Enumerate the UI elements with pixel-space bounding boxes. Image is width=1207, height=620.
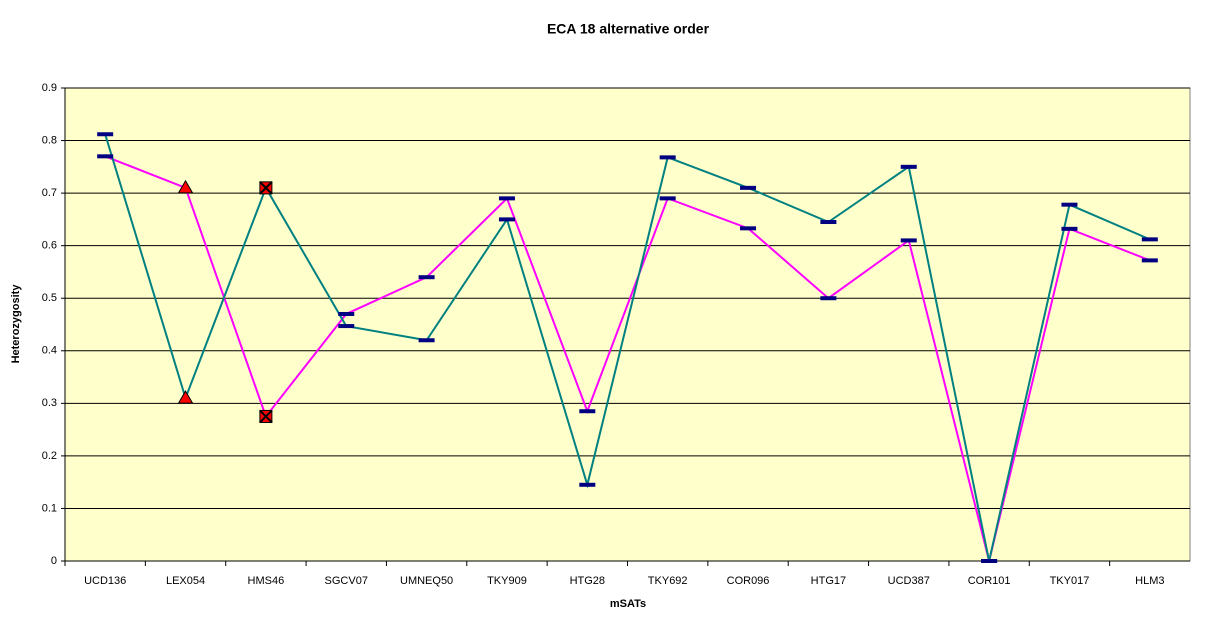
x-tick-label: TKY017 — [1050, 575, 1090, 587]
series-line — [104, 155, 1151, 562]
y-tick-label: 0.6 — [42, 240, 57, 252]
y-tick-label: 0.9 — [42, 82, 57, 94]
x-tick-label: TKY909 — [487, 575, 527, 587]
point-marker — [97, 154, 114, 159]
point-marker — [1141, 258, 1158, 263]
point-marker — [418, 275, 435, 280]
point-marker — [981, 559, 998, 563]
point-marker — [97, 132, 114, 137]
point-marker — [418, 338, 435, 343]
x-tick-label: UMNEQ50 — [400, 575, 453, 587]
point-marker — [659, 196, 676, 201]
point-marker — [177, 390, 194, 404]
x-tick-label: LEX054 — [166, 575, 205, 587]
point-marker — [259, 409, 273, 424]
point-marker — [1061, 202, 1078, 207]
point-marker — [498, 196, 515, 201]
x-tick-label: UCD136 — [84, 575, 126, 587]
y-tick-label: 0.8 — [42, 134, 57, 146]
point-marker — [900, 164, 917, 169]
point-marker — [740, 226, 757, 231]
x-tick-label: SGCV07 — [325, 575, 368, 587]
point-marker — [659, 155, 676, 160]
y-tick-label: 0.5 — [42, 292, 57, 304]
x-axis-label: mSATs — [610, 598, 646, 610]
point-marker — [1061, 226, 1078, 231]
point-marker — [820, 220, 837, 225]
y-tick-label: 0.2 — [42, 450, 57, 462]
point-marker — [579, 482, 596, 487]
point-marker — [177, 179, 194, 194]
y-axis-label: Heterozygosity — [10, 284, 22, 364]
point-marker — [900, 238, 917, 243]
x-tick-label: COR096 — [727, 575, 770, 587]
x-tick-label: COR101 — [968, 575, 1011, 587]
series-line — [104, 133, 1151, 562]
x-tick-label: UCD387 — [888, 575, 930, 587]
point-marker — [1141, 237, 1158, 242]
point-marker — [740, 185, 757, 190]
chart-title: ECA 18 alternative order — [547, 21, 710, 37]
x-tick-label: TKY692 — [648, 575, 688, 587]
x-tick-label: HLM3 — [1135, 575, 1164, 587]
x-tick-label: HTG17 — [811, 575, 846, 587]
point-marker — [820, 296, 837, 301]
point-marker — [259, 181, 273, 195]
point-marker — [579, 409, 596, 414]
y-tick-label: 0 — [51, 555, 57, 567]
x-tick-label: HTG28 — [570, 575, 605, 587]
y-tick-label: 0.3 — [42, 397, 57, 409]
point-marker — [338, 324, 355, 329]
y-tick-label: 0.7 — [42, 187, 57, 199]
x-tick-label: HMS46 — [248, 575, 285, 587]
point-marker — [338, 311, 355, 316]
y-tick-label: 0.4 — [42, 345, 57, 357]
point-marker — [498, 217, 515, 222]
y-tick-label: 0.1 — [42, 502, 57, 514]
